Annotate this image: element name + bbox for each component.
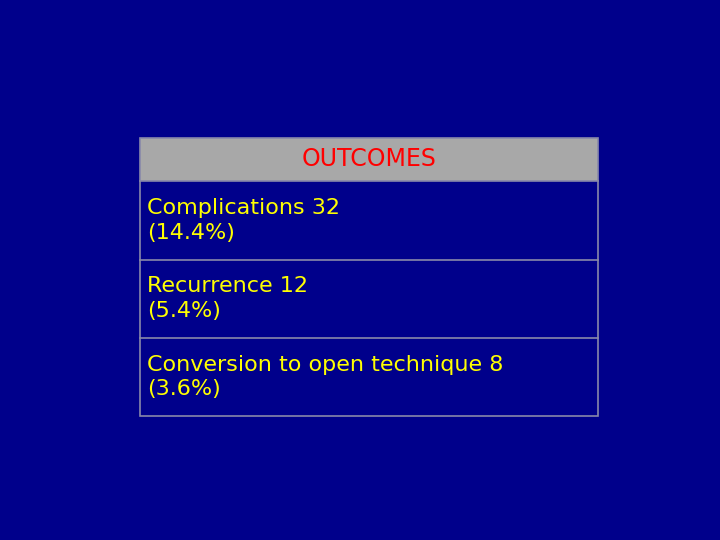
- Text: Recurrence 12
(5.4%): Recurrence 12 (5.4%): [147, 276, 308, 321]
- Text: OUTCOMES: OUTCOMES: [302, 147, 436, 171]
- Bar: [140, 138, 598, 416]
- Text: Conversion to open technique 8
(3.6%): Conversion to open technique 8 (3.6%): [147, 355, 503, 400]
- Text: Complications 32
(14.4%): Complications 32 (14.4%): [147, 198, 340, 243]
- Bar: [140, 138, 598, 181]
